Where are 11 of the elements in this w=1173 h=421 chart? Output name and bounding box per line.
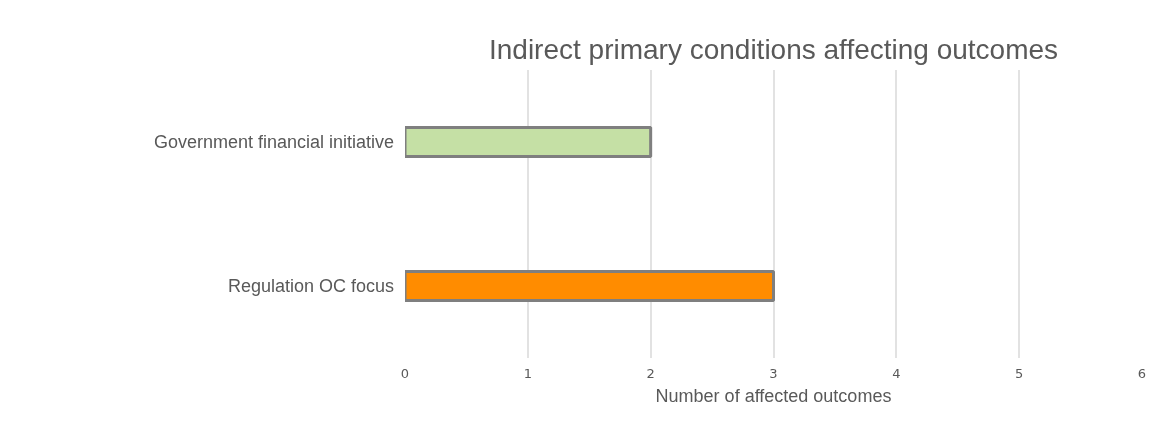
y-tick-label: Government financial initiative bbox=[153, 132, 395, 152]
x-tick-label: 6 bbox=[1137, 366, 1147, 381]
x-tick-label: 1 bbox=[523, 366, 532, 381]
x-axis-title: Number of affected outcomes bbox=[655, 386, 892, 406]
x-tick-label: 5 bbox=[1015, 366, 1024, 381]
y-tick-label: Regulation OC focus bbox=[227, 276, 395, 296]
chart-title: Indirect primary conditions affecting outcomes bbox=[488, 34, 1059, 65]
x-tick-label: 2 bbox=[646, 366, 655, 381]
x-tick-label: 3 bbox=[769, 366, 778, 381]
x-tick-label: 4 bbox=[892, 366, 901, 381]
x-tick-label: 0 bbox=[400, 366, 410, 381]
